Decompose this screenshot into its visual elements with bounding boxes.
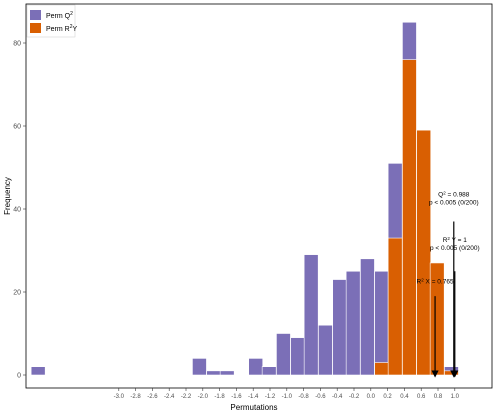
plot-panel [25,3,493,389]
bar-series0-13 [374,270,390,376]
bar-series0-7 [290,337,306,376]
axes-layer: 0 20 40 60 80 -3.0 -2.8 -2.6 -2.4 -2.2 -2.0 -1.8 -1.… [3,3,493,412]
legend-label-1: Perm R2Y [46,24,78,33]
x-tick-label-8: -1.4 [248,394,259,400]
bar-series1-1 [387,237,403,376]
x-tick-label-19: 0.8 [434,394,443,400]
x-tick-label-9: -1.2 [265,394,276,400]
x-tick-label-3: -2.4 [164,394,175,400]
bar-series0-10 [332,279,348,376]
x-tick-label-0: -3.0 [114,394,125,400]
bar-series0-9 [318,324,333,376]
x-tick-label-17: 0.4 [400,394,409,400]
bar-series0-5 [261,366,277,376]
x-tick-label-14: -0.2 [349,394,360,400]
annotation-label-q2: Q2 = 0.988 [438,190,470,199]
bar-series1-3 [416,129,432,376]
x-tick-label-7: -1.6 [231,394,242,400]
y-tick-label-3: 60 [13,124,21,131]
bar-series0-0 [30,366,46,376]
bar-series0-8 [303,254,319,376]
bar-series0-12 [360,258,375,376]
y-axis-title: Frequency [3,177,12,215]
y-tick-label-0: 0 [17,373,21,380]
bar-series1-5 [444,370,459,376]
legend-swatch-1 [30,23,41,33]
annotation-label-r2y: R2 Y = 1 [443,236,468,245]
x-tick-label-11: -0.8 [298,394,309,400]
annotation-pvalue-r2y: p < 0.005 (0/200) [430,245,480,252]
x-tick-label-6: -1.8 [214,394,225,400]
bar-series0-2 [206,370,222,376]
x-axis-title: Permutations [230,403,277,412]
legend: Perm Q2 Perm R2Y [26,4,78,38]
y-tick-label-2: 40 [13,207,21,214]
bar-series1-0 [374,362,390,376]
bar-series0-11 [345,270,361,376]
x-tick-label-15: 0.0 [367,394,376,400]
x-tick-label-2: -2.6 [147,394,158,400]
x-tick-label-4: -2.2 [181,394,192,400]
y-tick-label-4: 80 [13,41,21,48]
bars-layer [30,21,459,376]
y-tick-label-1: 20 [13,290,21,297]
x-tick-label-13: -0.4 [332,394,343,400]
x-tick-label-20: 1.0 [451,394,460,400]
x-tick-label-12: -0.6 [315,394,326,400]
bar-series0-3 [219,370,235,376]
bar-series0-6 [276,333,291,376]
bar-series1-2 [402,59,417,376]
annotation-pvalue-q2: p < 0.005 (0/200) [429,200,479,207]
x-tick-label-5: -2.0 [198,394,209,400]
legend-swatch-0 [30,10,41,20]
annotation-label-r2x: R2 X = 0.765 [417,277,454,286]
bar-series0-1 [192,358,207,376]
x-tick-label-18: 0.6 [417,394,426,400]
legend-label-0: Perm Q2 [46,11,73,20]
x-tick-label-1: -2.8 [130,394,141,400]
x-tick-label-10: -1.0 [282,394,293,400]
x-tick-label-16: 0.2 [383,394,392,400]
bar-series0-4 [248,358,264,376]
